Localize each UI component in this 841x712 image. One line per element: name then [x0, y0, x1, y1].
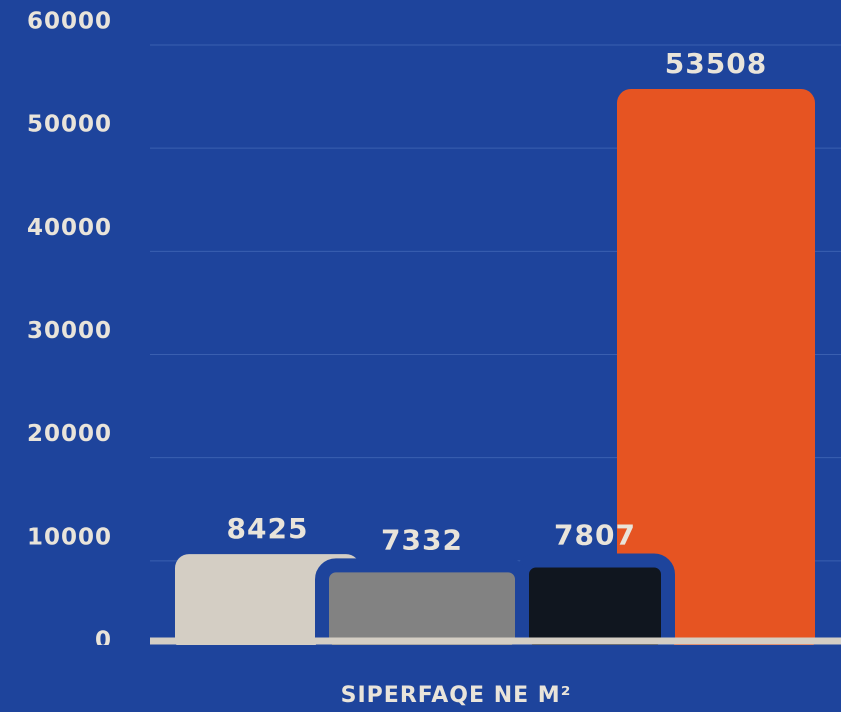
baseline-cover: [0, 645, 841, 685]
y-tick-label: 50000: [27, 112, 112, 138]
y-tick-label: 60000: [27, 9, 112, 35]
y-tick-label: 20000: [27, 421, 112, 447]
bar: [175, 554, 360, 653]
value-label: 53508: [665, 47, 767, 80]
x-axis-label: SIPËRFAQE NË M²: [341, 682, 572, 708]
bar: [617, 88, 815, 653]
value-label: 7332: [381, 523, 463, 556]
value-label: 7807: [554, 518, 636, 551]
y-tick-label: 30000: [27, 318, 112, 344]
value-label: 8425: [227, 512, 309, 545]
y-tick-label: 40000: [27, 215, 112, 241]
y-tick-label: 10000: [27, 524, 112, 550]
